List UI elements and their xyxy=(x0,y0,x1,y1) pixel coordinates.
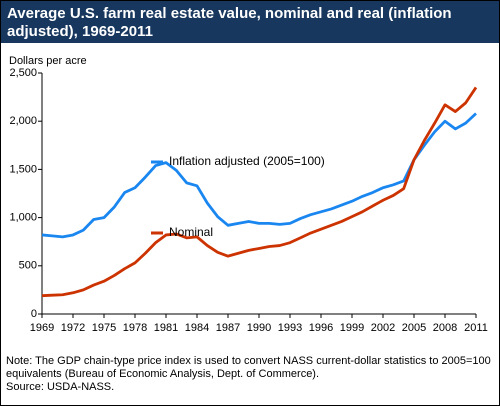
x-tick-label: 2005 xyxy=(402,322,426,334)
x-tick-label: 1990 xyxy=(247,322,271,334)
y-tick-label: 500 xyxy=(19,260,37,272)
y-axis-label: Dollars per acre xyxy=(9,55,87,67)
x-tick-label: 1984 xyxy=(185,322,209,334)
x-tick-label: 1975 xyxy=(92,322,116,334)
x-tick-label: 2002 xyxy=(371,322,395,334)
x-tick-label: 1969 xyxy=(30,322,54,334)
chart-title: Average U.S. farm real estate value, nom… xyxy=(1,1,499,43)
x-tick-label: 1993 xyxy=(278,322,302,334)
x-tick-label: 2011 xyxy=(464,322,488,334)
legend-label: Nominal xyxy=(169,225,213,239)
y-tick-label: 2,500 xyxy=(9,67,37,79)
chart: Dollars per acre 0 500 1,000 1,500 2,000 2,50… xyxy=(9,55,488,334)
source: Source: USDA-NASS. xyxy=(6,381,115,393)
legend-label: Inflation adjusted (2005=100) xyxy=(169,154,325,168)
x-tick-label: 1996 xyxy=(309,322,333,334)
x-tick-label: 1999 xyxy=(340,322,364,334)
series-line xyxy=(41,112,477,239)
x-tick-label: 1972 xyxy=(61,322,85,334)
x-tick-label: 1978 xyxy=(123,322,147,334)
y-tick-label: 1,000 xyxy=(9,212,37,224)
x-tick-label: 1981 xyxy=(154,322,178,334)
y-tick-label: 0 xyxy=(31,308,37,320)
x-tick-label: 1987 xyxy=(216,322,240,334)
series-line xyxy=(41,86,478,298)
y-tick-label: 2,000 xyxy=(9,115,37,127)
notes: Note: The GDP chain-type price index is … xyxy=(1,353,499,396)
y-tick-label: 1,500 xyxy=(9,163,37,175)
x-tick-label: 2008 xyxy=(433,322,457,334)
note: Note: The GDP chain-type price index is … xyxy=(6,355,491,380)
